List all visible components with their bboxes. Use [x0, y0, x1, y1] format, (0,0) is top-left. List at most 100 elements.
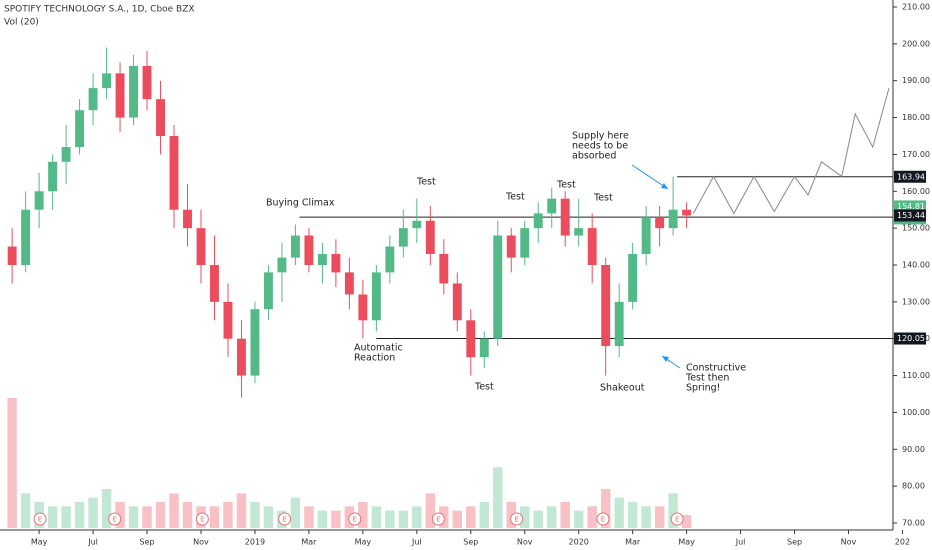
annotation: Test	[556, 180, 576, 191]
candle-body	[196, 228, 206, 265]
volume-bar	[425, 493, 436, 528]
y-tick-label: 150.00	[902, 224, 930, 233]
annotation: Automatic	[354, 343, 403, 354]
annotation: Test then	[685, 373, 729, 384]
volume-bar	[641, 506, 651, 528]
annotation: Reaction	[354, 353, 395, 364]
candle-body	[655, 217, 665, 229]
candle-body	[493, 235, 503, 339]
volume-bar	[88, 497, 98, 528]
volume-bar	[681, 515, 692, 528]
projection-line	[692, 87, 890, 215]
y-tick-label: 130.00	[902, 297, 930, 306]
y-tick-label: 140.00	[902, 261, 930, 270]
y-tick-label: 80.00	[902, 482, 925, 491]
arrow	[631, 164, 669, 190]
x-tick-label: Jul	[735, 538, 746, 547]
volume-bar	[169, 493, 179, 528]
volume-bar	[546, 506, 557, 528]
earnings-marker	[670, 512, 684, 526]
candle-body	[115, 73, 125, 118]
volume-bar	[560, 502, 570, 528]
volume-bar	[614, 497, 624, 528]
volume-bar	[223, 502, 233, 528]
volume-bar	[47, 506, 58, 528]
candle-body	[223, 301, 233, 339]
volume-bar	[290, 497, 301, 528]
chart-title: SPOTIFY TECHNOLOGY S.A., 1D, Cboe BZX	[4, 5, 195, 15]
volume-bar	[668, 493, 678, 528]
earnings-marker	[596, 512, 610, 526]
candle-body	[479, 338, 489, 358]
candle-body	[587, 228, 597, 265]
volume-bar	[61, 506, 71, 528]
earnings-marker	[195, 512, 209, 526]
volume-bar	[304, 506, 314, 528]
volume-bar	[142, 506, 152, 528]
candle-body	[574, 228, 584, 236]
candle-body	[263, 272, 273, 310]
y-tick-label: 180.00	[902, 113, 930, 122]
volume-bar	[493, 467, 503, 528]
price-tag-label: 120.05	[897, 334, 925, 343]
y-tick-label: 70.00	[902, 519, 925, 528]
price-tag	[894, 209, 926, 222]
x-tick-label: Jul	[411, 538, 422, 547]
y-tick-label: 200.00	[902, 39, 930, 48]
candle-body	[277, 257, 287, 273]
y-tick-label: 190.00	[902, 76, 930, 85]
candle-body	[75, 110, 85, 148]
volume-bar	[155, 502, 166, 528]
candle-body	[628, 253, 638, 302]
candle-body	[34, 191, 44, 210]
annotation: Spring!	[686, 383, 720, 394]
price-tag	[894, 170, 926, 183]
candle-body	[547, 198, 557, 214]
candle-body	[398, 228, 408, 247]
candle-body	[533, 213, 543, 229]
volume-bar	[398, 510, 409, 528]
volume-bar	[209, 506, 220, 528]
x-tick-label: May	[355, 538, 372, 547]
candle-body	[344, 272, 354, 295]
volume-bar	[533, 510, 543, 528]
volume-bar	[371, 506, 382, 528]
candle-body	[452, 283, 462, 321]
volume-bar	[412, 506, 422, 528]
candle-body	[385, 246, 395, 273]
volume-bar	[506, 502, 516, 528]
annotation: Test	[416, 177, 436, 188]
volume-bar	[573, 510, 584, 528]
candle-body	[142, 65, 152, 100]
y-tick-label: 170.00	[902, 150, 930, 159]
y-tick-label: 160.00	[902, 187, 930, 196]
candle-body	[641, 217, 651, 254]
volume-bar	[101, 489, 112, 528]
candle-body	[210, 265, 219, 302]
candle-body	[156, 99, 165, 136]
volume-bar	[236, 493, 247, 528]
x-tick-label: Mar	[625, 538, 641, 547]
candle-body	[169, 136, 179, 210]
candle-body	[412, 220, 422, 229]
x-tick-label: May	[678, 538, 695, 547]
earnings-label: E	[200, 516, 204, 524]
annotation: Constructive	[686, 363, 746, 374]
candle-body	[61, 147, 71, 162]
indicator-label: Vol (20)	[4, 18, 39, 28]
candle-body	[237, 338, 246, 376]
candle-body	[614, 301, 624, 347]
volume-bar	[600, 489, 611, 528]
volume-bar	[587, 506, 597, 528]
volume-bar	[20, 493, 31, 528]
earnings-marker	[348, 512, 362, 526]
earnings-label: E	[38, 516, 42, 524]
volume-bar	[358, 502, 368, 528]
arrow-head	[662, 356, 669, 362]
candle-body	[331, 253, 341, 273]
x-tick-label: 2020	[569, 538, 589, 547]
earnings-marker	[108, 512, 122, 526]
y-tick-label: 210.00	[902, 3, 930, 12]
annotation: needs to be	[572, 141, 628, 152]
candle-body	[506, 235, 516, 258]
